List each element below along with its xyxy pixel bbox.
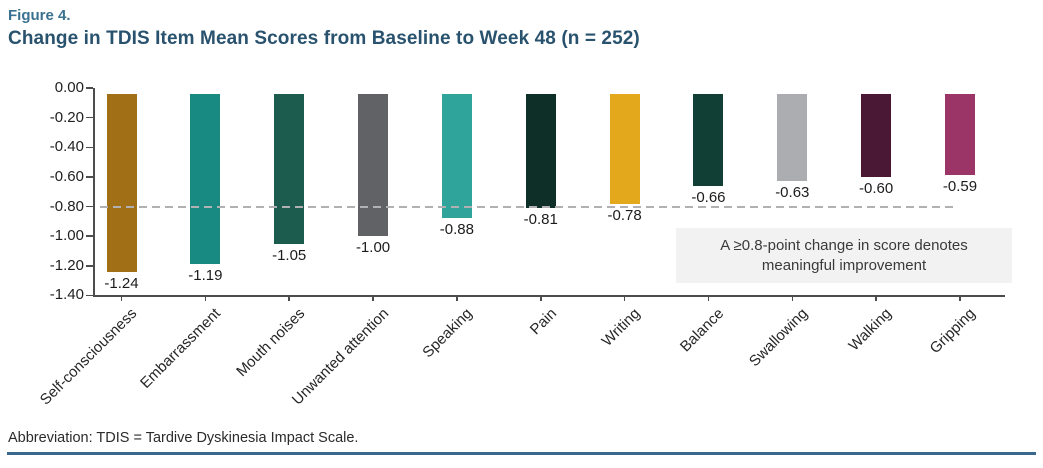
x-category-label: Self-consciousness — [37, 305, 141, 409]
annotation-box: A ≥0.8-point change in score denotes mea… — [676, 228, 1012, 283]
bar-pain — [525, 93, 556, 209]
x-axis — [93, 295, 1005, 297]
bar-value-label: -0.81 — [523, 211, 558, 229]
x-category-label: Swallowing — [746, 305, 812, 371]
y-tick-label: -0.40 — [49, 138, 84, 156]
abbreviation-note: Abbreviation: TDIS = Tardive Dyskinesia … — [8, 430, 359, 446]
bar-value-label: -1.05 — [272, 246, 307, 264]
y-tick-mark — [86, 176, 93, 178]
figure-number: Figure 4. — [8, 7, 71, 24]
x-tick-mark — [959, 295, 961, 302]
bar-value-label: -1.00 — [355, 239, 391, 257]
y-tick-mark — [86, 294, 93, 297]
annotation-line-1: A ≥0.8-point change in score denotes — [720, 236, 968, 254]
bar-self-consciousness — [106, 93, 137, 272]
x-tick-mark — [623, 295, 626, 302]
y-tick-label: 0.00 — [54, 79, 84, 96]
x-category-label: Embarrassment — [137, 305, 225, 393]
footer-rule — [7, 452, 1036, 455]
y-tick-label: -0.80 — [49, 197, 84, 215]
x-category-label: Speaking — [419, 305, 476, 362]
bar-value-label: -0.60 — [859, 179, 894, 197]
bar-balance — [693, 93, 724, 186]
y-tick-label: -0.60 — [49, 167, 84, 185]
x-tick-mark — [204, 295, 207, 302]
bar-swallowing — [777, 93, 808, 182]
x-tick-mark — [875, 295, 877, 302]
y-tick-label: -1.20 — [49, 256, 84, 274]
bar-value-label: -0.63 — [775, 184, 810, 202]
x-category-label: Gripping — [926, 305, 980, 358]
y-axis — [93, 88, 95, 296]
y-tick-label: -1.00 — [49, 227, 84, 245]
bar-value-label: -1.24 — [104, 274, 139, 292]
bar-value-label: -1.19 — [188, 267, 223, 285]
x-category-label: Walking — [845, 305, 896, 355]
bar-value-label: -0.66 — [691, 188, 726, 206]
bar-writing — [609, 93, 640, 204]
y-tick-mark — [86, 265, 93, 267]
bar-value-label: -0.88 — [439, 221, 474, 239]
meaningful-improvement-threshold-line — [100, 205, 958, 208]
bar-embarrassment — [190, 93, 221, 265]
x-tick-mark — [288, 295, 290, 302]
bar-walking — [861, 93, 892, 177]
bar-gripping — [945, 93, 975, 176]
x-category-label: Writing — [598, 305, 644, 351]
annotation-line-2: meaningful improvement — [761, 256, 927, 274]
x-tick-mark — [120, 295, 123, 302]
chart-title: Change in TDIS Item Mean Scores from Bas… — [8, 28, 640, 49]
bar-mouth-noises — [274, 93, 305, 244]
x-tick-mark — [456, 295, 458, 302]
x-tick-mark — [707, 295, 710, 302]
x-category-label: Pain — [526, 305, 560, 339]
bar-unwanted-attention — [358, 93, 389, 237]
x-tick-mark — [372, 295, 374, 302]
x-tick-mark — [791, 295, 794, 302]
y-tick-mark — [86, 146, 93, 149]
y-tick-mark — [86, 235, 93, 237]
y-tick-mark — [86, 205, 93, 208]
y-tick-mark — [86, 87, 93, 89]
x-category-label: Balance — [677, 305, 728, 356]
x-tick-mark — [540, 295, 542, 302]
y-tick-label: -1.40 — [49, 286, 84, 304]
y-tick-mark — [86, 116, 93, 119]
bar-value-label: -0.78 — [607, 206, 642, 224]
x-category-label: Mouth noises — [233, 305, 309, 381]
bar-speaking — [441, 93, 472, 219]
y-tick-label: -0.20 — [49, 108, 84, 126]
bar-value-label: -0.59 — [942, 178, 978, 196]
